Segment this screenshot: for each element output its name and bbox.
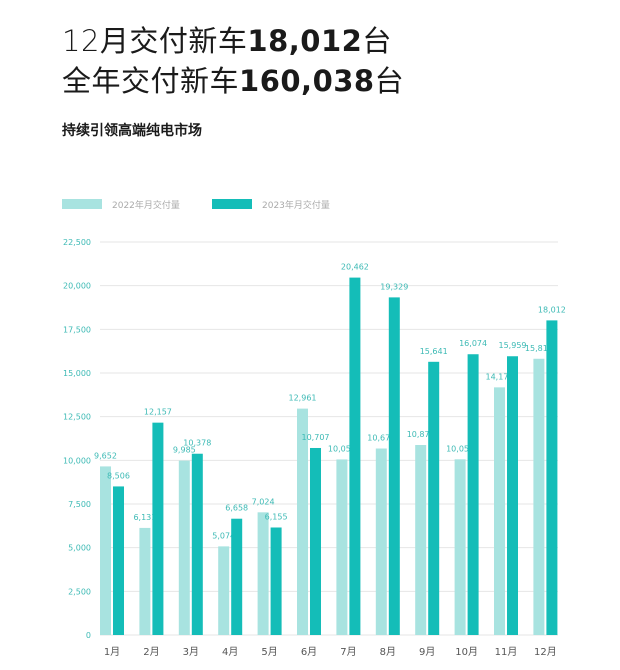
bar-2022 (139, 527, 151, 635)
y-tick-label: 0 (86, 631, 91, 640)
headline-unit: 台 (374, 64, 405, 98)
bar-2023 (270, 527, 282, 635)
bar-2023 (428, 361, 440, 635)
monthly-delivery-headline: 12月交付新车18,012台 (62, 18, 392, 60)
headline-unit: 台 (362, 24, 392, 58)
data-label: 9,652 (94, 451, 117, 460)
bar-2022 (218, 546, 230, 635)
x-tick-label: 8月 (380, 646, 396, 658)
bar-2022 (257, 512, 269, 635)
y-tick-label: 17,500 (63, 325, 91, 334)
y-tick-label: 2,500 (68, 587, 91, 596)
headline-text: 12月交付新车 (62, 24, 248, 58)
bar-2023 (388, 297, 400, 635)
data-label: 19,329 (380, 282, 408, 291)
monthly-delivery-value: 18,012 (247, 24, 363, 58)
bar-2022 (454, 459, 466, 635)
y-tick-label: 20,000 (63, 282, 91, 291)
headline-text: 全年交付新车 (62, 64, 240, 98)
data-label: 12,961 (289, 394, 317, 403)
data-label: 10,378 (183, 439, 211, 448)
data-label: 6,131 (133, 513, 156, 522)
data-label: 6,155 (265, 512, 288, 521)
bar-2023 (310, 447, 321, 635)
bar-2023 (507, 356, 518, 635)
x-tick-label: 3月 (183, 646, 199, 658)
data-label: 10,677 (367, 434, 395, 443)
bar-2022 (100, 466, 111, 635)
x-tick-label: 6月 (301, 646, 317, 658)
data-label: 18,012 (538, 305, 566, 314)
bar-2022 (336, 459, 348, 635)
data-label: 9,985 (173, 446, 196, 455)
data-label: 12,157 (144, 408, 172, 417)
y-tick-label: 10,000 (63, 456, 91, 465)
bar-2023 (113, 486, 124, 635)
bar-2023 (191, 453, 203, 635)
data-label: 15,815 (525, 344, 553, 353)
legend-label: 2023年月交付量 (262, 199, 330, 211)
data-label: 16,074 (459, 339, 487, 348)
legend-swatch (212, 199, 252, 209)
data-label: 10,878 (407, 430, 435, 439)
x-tick-label: 7月 (340, 646, 356, 658)
subtitle: 持续引领高端纯电市场 (62, 123, 202, 139)
bar-2022 (375, 448, 387, 635)
y-tick-label: 12,500 (63, 413, 91, 422)
bar-2023 (467, 354, 479, 635)
y-tick-label: 5,000 (68, 544, 91, 553)
x-tick-label: 1月 (104, 646, 120, 658)
bar-2023 (231, 518, 243, 635)
x-tick-label: 4月 (222, 646, 238, 658)
x-tick-label: 5月 (261, 646, 277, 658)
bar-2022 (415, 444, 427, 635)
data-label: 10,059 (446, 444, 474, 453)
data-label: 20,462 (341, 263, 369, 272)
data-label: 15,959 (499, 341, 527, 350)
x-tick-label: 10月 (455, 646, 478, 658)
annual-delivery-value: 160,038 (239, 64, 375, 98)
annual-delivery-headline: 全年交付新车160,038台 (62, 58, 404, 100)
x-tick-label: 12月 (534, 646, 557, 658)
legend-label: 2022年月交付量 (112, 199, 180, 211)
data-label: 10,707 (302, 433, 330, 442)
data-label: 15,641 (420, 347, 448, 356)
legend-swatch (62, 199, 102, 209)
bar-2022 (297, 408, 308, 635)
x-tick-label: 2月 (143, 646, 159, 658)
data-label: 6,658 (225, 504, 248, 513)
y-tick-label: 15,000 (63, 369, 91, 378)
data-label: 8,506 (107, 471, 130, 480)
data-label: 10,052 (328, 444, 356, 453)
bar-2022 (533, 358, 545, 635)
bar-2022 (494, 387, 505, 635)
y-tick-label: 22,500 (63, 238, 91, 247)
data-label: 7,024 (252, 497, 275, 506)
x-tick-label: 11月 (495, 646, 518, 658)
bar-2022 (178, 460, 190, 635)
bar-2023 (546, 320, 558, 635)
bar-2023 (152, 422, 164, 635)
data-label: 14,178 (486, 372, 514, 381)
y-tick-label: 7,500 (68, 500, 91, 509)
data-label: 5,074 (212, 531, 235, 540)
bar-2023 (349, 277, 361, 635)
x-tick-label: 9月 (419, 646, 435, 658)
